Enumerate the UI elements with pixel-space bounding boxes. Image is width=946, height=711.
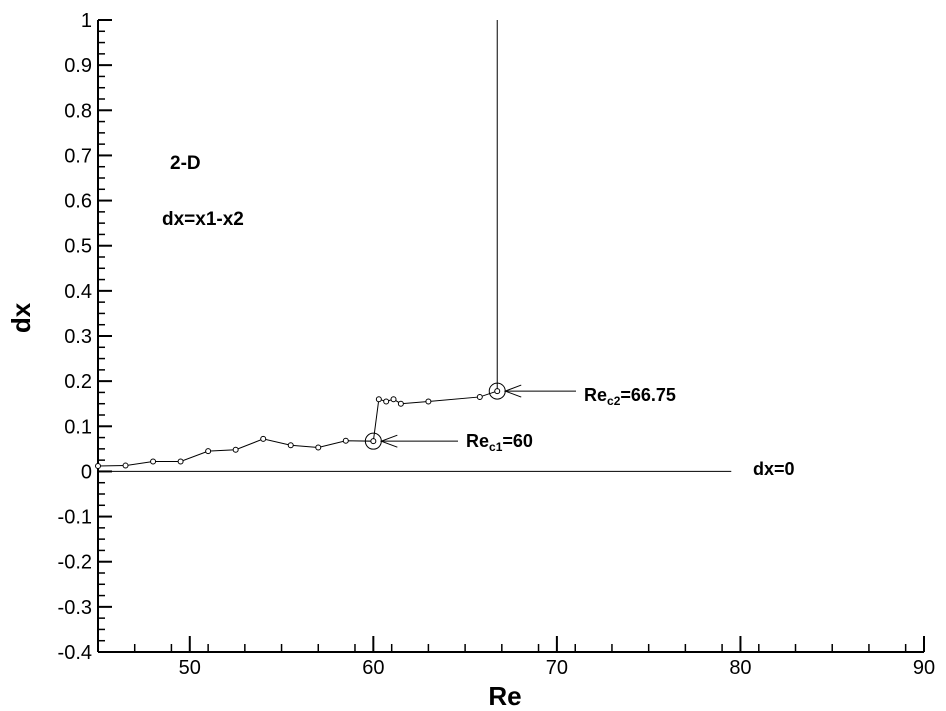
- y-tick-label: 0.9: [64, 55, 92, 77]
- y-tick-label: 0.1: [64, 416, 92, 438]
- y-tick-label: 0.8: [64, 100, 92, 122]
- y-tick-label: 0.3: [64, 326, 92, 348]
- arrow-head: [503, 384, 522, 398]
- data-point: [260, 435, 267, 442]
- data-point: [370, 438, 377, 445]
- re-c2-subscript: c2: [607, 394, 621, 408]
- re-c2-prefix: Re: [584, 385, 607, 405]
- re-c1-subscript: c1: [489, 440, 503, 454]
- data-point: [390, 396, 397, 403]
- y-tick-label: 1: [81, 10, 92, 32]
- series-markers: [95, 388, 501, 470]
- data-point: [287, 442, 294, 449]
- data-point: [122, 462, 129, 469]
- y-tick-label: -0.1: [58, 507, 92, 529]
- arrow-re-c1: [379, 434, 458, 448]
- re-c1-suffix: =60: [502, 431, 533, 451]
- data-point: [397, 400, 404, 407]
- x-tick-label: 90: [913, 657, 935, 679]
- data-point: [383, 398, 390, 405]
- y-tick-label: -0.2: [58, 552, 92, 574]
- re-c1-prefix: Re: [466, 431, 489, 451]
- y-axis-title: dx: [6, 302, 36, 333]
- re-c2-suffix: =66.75: [620, 385, 676, 405]
- data-point: [342, 437, 349, 444]
- reference-line-label: dx=0: [753, 459, 795, 479]
- arrow-head: [379, 434, 398, 448]
- definition-label: dx=x1-x2: [162, 209, 244, 230]
- x-tick-label: 80: [729, 657, 751, 679]
- y-tick-label: 0: [81, 461, 92, 483]
- x-tick-label: 60: [362, 657, 384, 679]
- series-line: [97, 20, 498, 467]
- x-axis-title: Re: [488, 681, 521, 711]
- y-ticks: -0.4 -0.3 -0.2 -0.1 0 0.1 0.2 0.3 0.4 0.5 0.6 0.7 0.…: [58, 10, 112, 664]
- y-tick-label: 0.2: [64, 371, 92, 393]
- x-ticks: 50 60 70 80 90: [97, 636, 935, 679]
- data-point: [95, 463, 101, 470]
- data-point: [150, 458, 157, 465]
- arrow-re-c2: [503, 384, 576, 398]
- y-tick-label: 0.6: [64, 191, 92, 213]
- data-point: [476, 393, 483, 400]
- y-tick-label: 0.5: [64, 236, 92, 258]
- data-point: [375, 396, 382, 403]
- re-c2-label: Rec2=66.75: [584, 385, 676, 408]
- x-tick-label: 70: [546, 657, 568, 679]
- data-point: [177, 458, 184, 465]
- x-tick-label: 50: [179, 657, 201, 679]
- data-point: [315, 444, 322, 451]
- data-point: [494, 388, 501, 395]
- y-tick-label: 0.7: [64, 145, 92, 167]
- y-tick-label: -0.4: [58, 642, 92, 664]
- re-c1-label: Rec1=60: [466, 431, 533, 454]
- y-tick-label: -0.3: [58, 597, 92, 619]
- dimension-label: 2-D: [170, 153, 201, 174]
- data-point: [205, 448, 212, 455]
- data-point: [232, 446, 239, 453]
- data-point: [425, 398, 432, 405]
- y-tick-label: 0.4: [64, 281, 92, 303]
